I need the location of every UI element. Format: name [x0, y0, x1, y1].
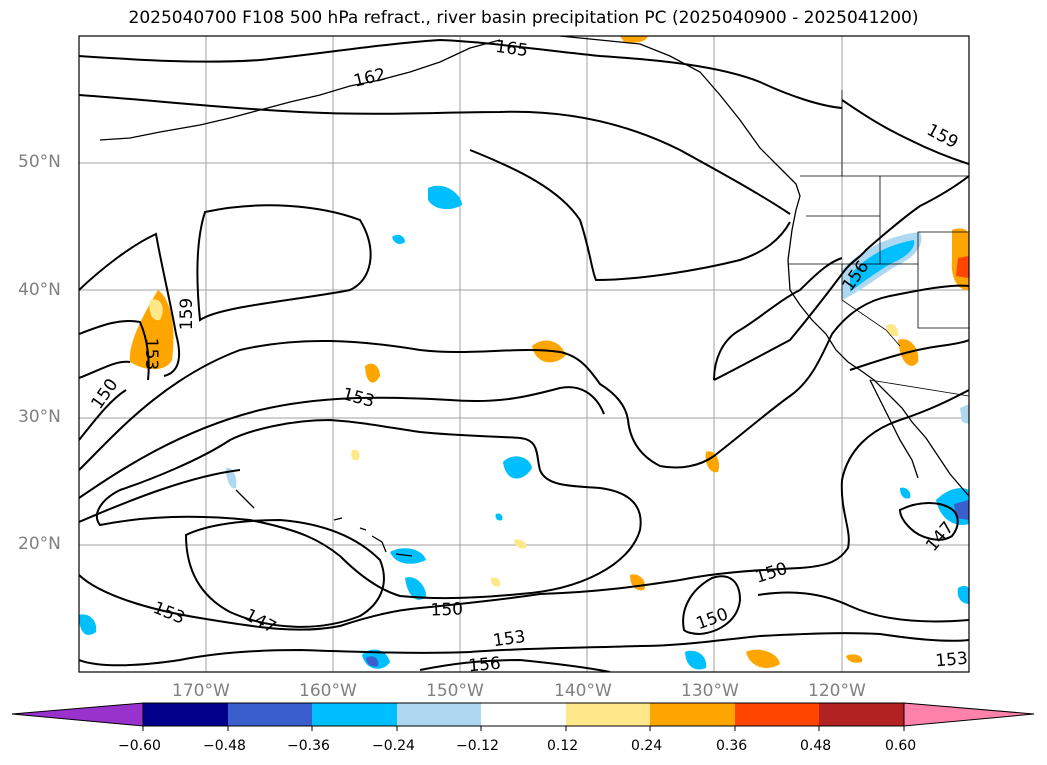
lat-label-40n: 40°N — [18, 280, 61, 300]
colorbar-tick-label: −0.36 — [287, 738, 330, 754]
contour-label-group: 165 162 159 159 156 153 153 153 153 153 … — [87, 37, 968, 677]
colorbar-tick-label: 0.48 — [800, 738, 832, 754]
colorbar-bin-5 — [481, 703, 566, 726]
colorbar-bin-8 — [735, 703, 819, 726]
contour-label-153-b: 153 — [340, 384, 377, 412]
contour-label-156-south: 156 — [468, 654, 502, 677]
map-frame — [78, 35, 970, 673]
colorbar-bin-7 — [650, 703, 735, 726]
lat-label-30n: 30°N — [18, 407, 61, 427]
lat-label-50n: 50°N — [18, 152, 61, 172]
colorbar-tick-label: 0.36 — [716, 738, 748, 754]
contour-label-150-d: 150 — [753, 559, 790, 588]
contour-label-150-b: 150 — [430, 599, 463, 620]
contour-label-159-west: 159 — [177, 298, 197, 330]
contour-label-165: 165 — [494, 37, 529, 61]
lon-label-150w: 150°W — [426, 681, 484, 701]
lon-label-160w: 160°W — [299, 681, 357, 701]
lon-label-170w: 170°W — [172, 681, 230, 701]
colorbar-extend-max — [903, 702, 1035, 727]
colorbar-tick-label: −0.48 — [203, 738, 246, 754]
colorbar-bin-2 — [228, 703, 312, 726]
coastlines — [99, 36, 969, 557]
state-borders — [788, 90, 969, 397]
contour-label-150-a: 150 — [87, 375, 122, 413]
colorbar — [11, 702, 1035, 731]
contour-label-153-c: 153 — [150, 598, 188, 629]
graticule — [79, 36, 969, 672]
colorbar-bin-6 — [566, 703, 650, 726]
colorbar-tick-label: 0.24 — [631, 738, 663, 754]
colorbar-bin-3 — [312, 703, 397, 726]
contour-label-162: 162 — [352, 65, 388, 92]
colorbar-tick-label: −0.24 — [372, 738, 415, 754]
colorbar-tick-label: 0.60 — [885, 738, 917, 754]
colorbar-tick-label: −0.12 — [456, 738, 499, 754]
colorbar-bin-4 — [397, 703, 481, 726]
colorbar-bin-9 — [819, 703, 904, 726]
lon-label-140w: 140°W — [554, 681, 612, 701]
map-area — [79, 36, 969, 672]
refractivity-contours — [79, 38, 969, 672]
contour-label-153-d: 153 — [492, 627, 527, 651]
map-title: 2025040700 F108 500 hPa refract., river … — [128, 8, 919, 28]
colorbar-bin-1 — [143, 703, 228, 726]
contour-label-153-a: 153 — [141, 338, 161, 370]
lat-label-20n: 20°N — [18, 534, 61, 554]
lon-label-130w: 130°W — [681, 681, 739, 701]
lon-label-120w: 120°W — [808, 681, 866, 701]
contour-label-147-b: 147 — [922, 518, 958, 556]
contour-label-147-a: 147 — [241, 605, 279, 638]
contour-label-150-c: 150 — [694, 604, 731, 634]
contour-label-153-e: 153 — [935, 649, 969, 672]
colorbar-tick-label: −0.60 — [118, 738, 161, 754]
precip-anomaly-fills — [79, 36, 969, 670]
colorbar-frame — [142, 702, 905, 727]
colorbar-extend-min — [11, 702, 144, 727]
colorbar-tick-label: 0.12 — [547, 738, 579, 754]
